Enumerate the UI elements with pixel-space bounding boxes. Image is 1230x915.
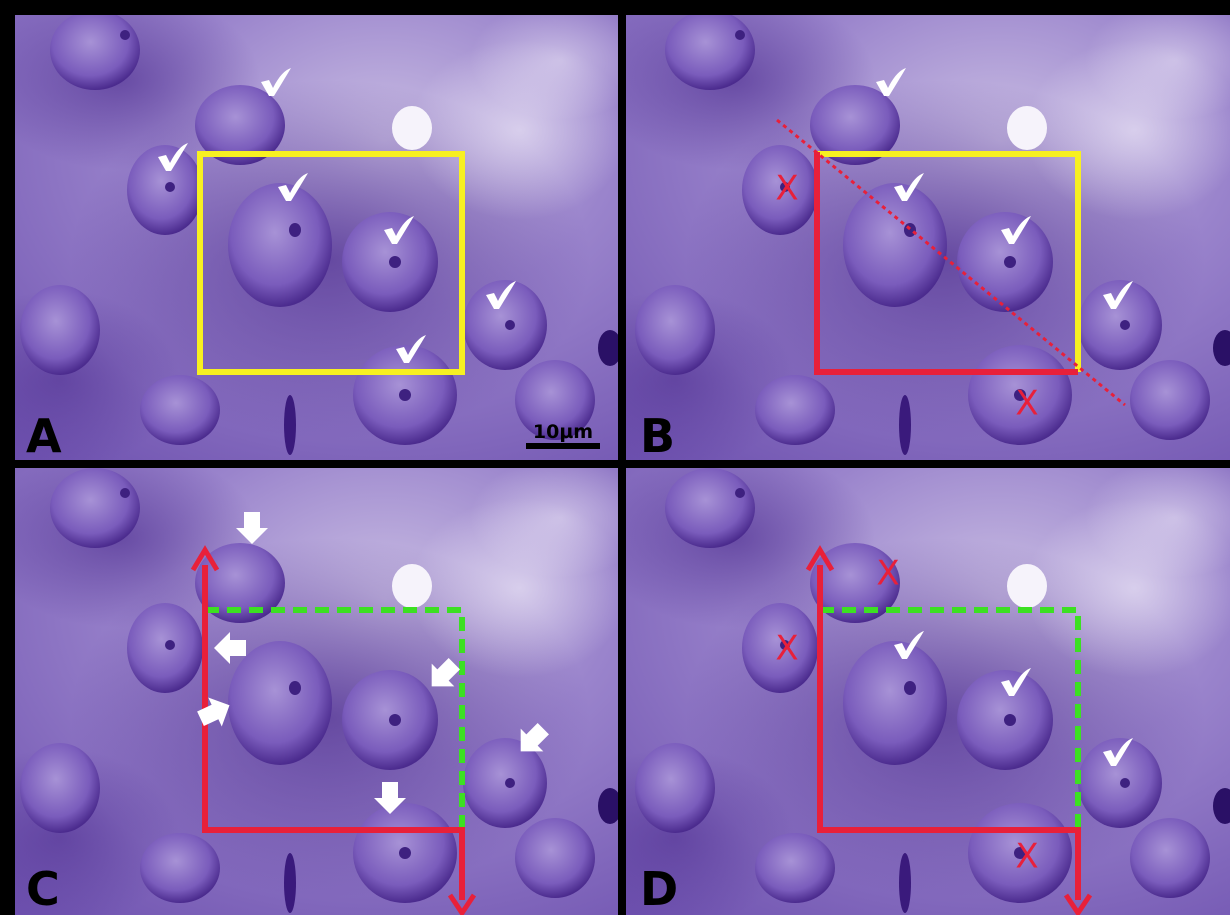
x-mark: X [1015, 837, 1038, 877]
scale-bar-label: 10µm [533, 421, 593, 443]
panel-label: B [640, 409, 675, 463]
overlay-shape [555, 0, 1230, 470]
x-mark: X [1015, 384, 1038, 424]
page: A 10µm X X B C X X X D [0, 0, 1230, 915]
panel-b: X X B [555, 0, 1230, 470]
figure: A 10µm X X B C X X X D [0, 0, 1230, 915]
panel-label: C [26, 862, 60, 915]
x-mark: X [775, 169, 798, 209]
x-mark: X [775, 629, 798, 669]
overlay-shape [0, 0, 650, 470]
panel-a: A 10µm [0, 0, 650, 470]
scale-bar [526, 443, 600, 449]
overlay-shape [0, 448, 650, 915]
panel-label: D [640, 862, 678, 915]
x-mark: X [876, 554, 899, 594]
overlay-shape [555, 448, 1230, 915]
panel-c: C [0, 448, 650, 915]
panel-d: X X X D [555, 448, 1230, 915]
panel-label: A [26, 409, 62, 463]
